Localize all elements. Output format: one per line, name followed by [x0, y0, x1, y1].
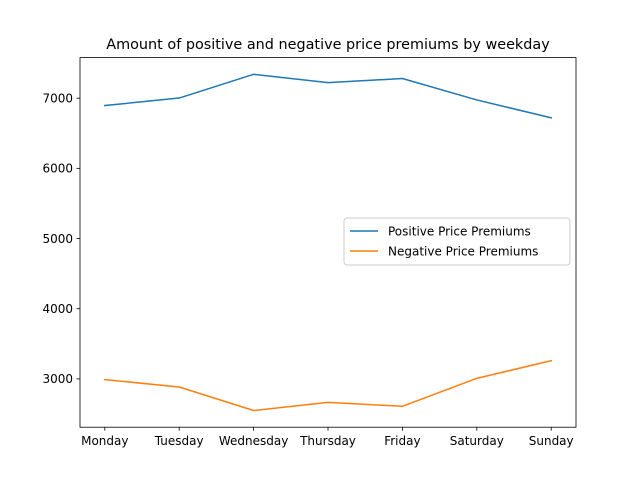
x-tick-label: Saturday	[450, 434, 504, 448]
x-tick-label: Monday	[81, 434, 128, 448]
y-tick-label: 3000	[42, 372, 73, 386]
legend-label: Positive Price Premiums	[388, 224, 531, 238]
y-tick-label: 4000	[42, 302, 73, 316]
y-tick-label: 5000	[42, 232, 73, 246]
chart-title: Amount of positive and negative price pr…	[106, 37, 550, 53]
legend: Positive Price Premiums Negative Price Pr…	[343, 217, 571, 266]
x-tick-label: Wednesday	[219, 434, 288, 448]
y-tick-label: 7000	[42, 91, 73, 105]
x-tick-label: Friday	[384, 434, 420, 448]
x-tick-label: Tuesday	[154, 434, 204, 448]
y-tick-label: 6000	[42, 162, 73, 176]
plot-frame	[79, 57, 577, 428]
series-lines	[103, 73, 553, 412]
x-tick-label: Sunday	[529, 434, 574, 448]
legend-label: Negative Price Premiums	[388, 244, 538, 258]
x-axis: Monday Tuesday Wednesday Thursday Friday Satu…	[81, 427, 574, 448]
y-axis: 3000 4000 5000 6000 7000	[42, 91, 80, 386]
x-tick-label: Thursday	[299, 434, 356, 448]
legend-box	[343, 217, 571, 266]
